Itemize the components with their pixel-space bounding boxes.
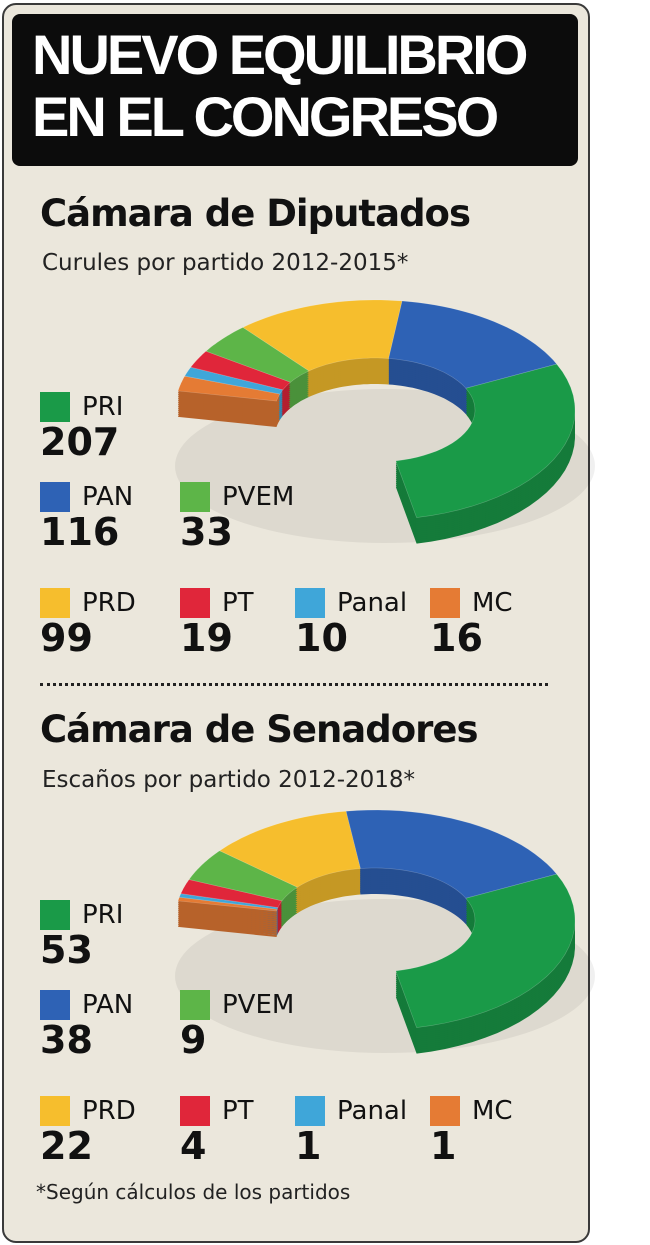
legend-swatch: [180, 990, 210, 1020]
legend-swatch: [40, 1096, 70, 1126]
senadores-subtitle: Escaños por partido 2012-2018*: [42, 767, 416, 793]
legend-item-pan: PAN 116: [40, 482, 133, 552]
legend-label: MC: [472, 1096, 513, 1126]
legend-label: MC: [472, 588, 513, 618]
segment-pri: [395, 873, 576, 1028]
legend-item-pri: PRI 207: [40, 392, 123, 462]
legend-label: PAN: [82, 482, 134, 512]
legend-label: PVEM: [222, 990, 295, 1020]
diputados-hemicycle: [175, 299, 595, 544]
title-box: [12, 14, 578, 166]
segment-panal: [178, 893, 279, 910]
legend-item-pt: PT 4: [180, 1096, 254, 1166]
legend-swatch: [430, 588, 460, 618]
legend-label: PRI: [82, 392, 124, 422]
legend-value: 16: [430, 616, 483, 660]
segment-pri: [395, 363, 576, 518]
legend-value: 38: [40, 1018, 93, 1062]
legend-swatch: [180, 1096, 210, 1126]
legend-label: Panal: [337, 1096, 408, 1126]
infographic-panel: [2, 3, 590, 1243]
legend-value: 116: [40, 510, 120, 554]
legend-item-pri: PRI 53: [40, 900, 123, 970]
footnote: *Según cálculos de los partidos: [36, 1180, 351, 1204]
legend-swatch: [295, 1096, 325, 1126]
legend-swatch: [40, 588, 70, 618]
legend-swatch: [40, 990, 70, 1020]
legend-swatch: [430, 1096, 460, 1126]
legend-value: 19: [180, 616, 233, 660]
legend-value: 53: [40, 928, 93, 972]
legend-label: PRD: [82, 1096, 136, 1126]
legend-label: Panal: [337, 588, 408, 618]
legend-swatch: [40, 900, 70, 930]
title-line-2: EN EL CONGRESO: [32, 85, 499, 148]
legend-item-pt: PT 19: [180, 588, 254, 658]
legend-label: PRD: [82, 588, 136, 618]
legend-swatch: [295, 588, 325, 618]
legend-item-prd: PRD 22: [40, 1096, 136, 1166]
legend-item-panal: Panal 1: [295, 1096, 407, 1166]
legend-swatch: [40, 392, 70, 422]
legend-value: 1: [295, 1124, 322, 1168]
senadores-title: Cámara de Senadores: [40, 708, 479, 751]
legend-item-pvem: PVEM 9: [180, 990, 294, 1060]
title-line-1: NUEVO EQUILIBRIO: [32, 23, 528, 86]
legend-value: 4: [180, 1124, 207, 1168]
legend-value: 10: [295, 616, 348, 660]
legend-value: 99: [40, 616, 93, 660]
segment-mc: [177, 896, 278, 912]
legend-item-mc: MC 1: [430, 1096, 513, 1166]
legend-value: 207: [40, 420, 120, 464]
legend-swatch: [180, 588, 210, 618]
legend-item-mc: MC 16: [430, 588, 513, 658]
legend-value: 1: [430, 1124, 457, 1168]
legend-item-pvem: PVEM 33: [180, 482, 294, 552]
divider: [40, 683, 548, 686]
legend-item-panal: Panal 10: [295, 588, 407, 658]
legend-label: PAN: [82, 990, 134, 1020]
legend-value: 33: [180, 510, 233, 554]
legend-label: PT: [222, 588, 254, 618]
legend-value: 9: [180, 1018, 207, 1062]
legend-label: PRI: [82, 900, 124, 930]
diputados-subtitle: Curules por partido 2012-2015*: [42, 250, 409, 276]
legend-item-pan: PAN 38: [40, 990, 133, 1060]
legend-label: PT: [222, 1096, 254, 1126]
legend-label: PVEM: [222, 482, 295, 512]
diputados-title: Cámara de Diputados: [40, 192, 471, 235]
legend-swatch: [40, 482, 70, 512]
main-title: NUEVO EQUILIBRIO EN EL CONGRESO: [32, 23, 528, 148]
legend-item-prd: PRD 99: [40, 588, 136, 658]
legend-value: 22: [40, 1124, 93, 1168]
senadores-hemicycle: [175, 809, 595, 1054]
legend-swatch: [180, 482, 210, 512]
